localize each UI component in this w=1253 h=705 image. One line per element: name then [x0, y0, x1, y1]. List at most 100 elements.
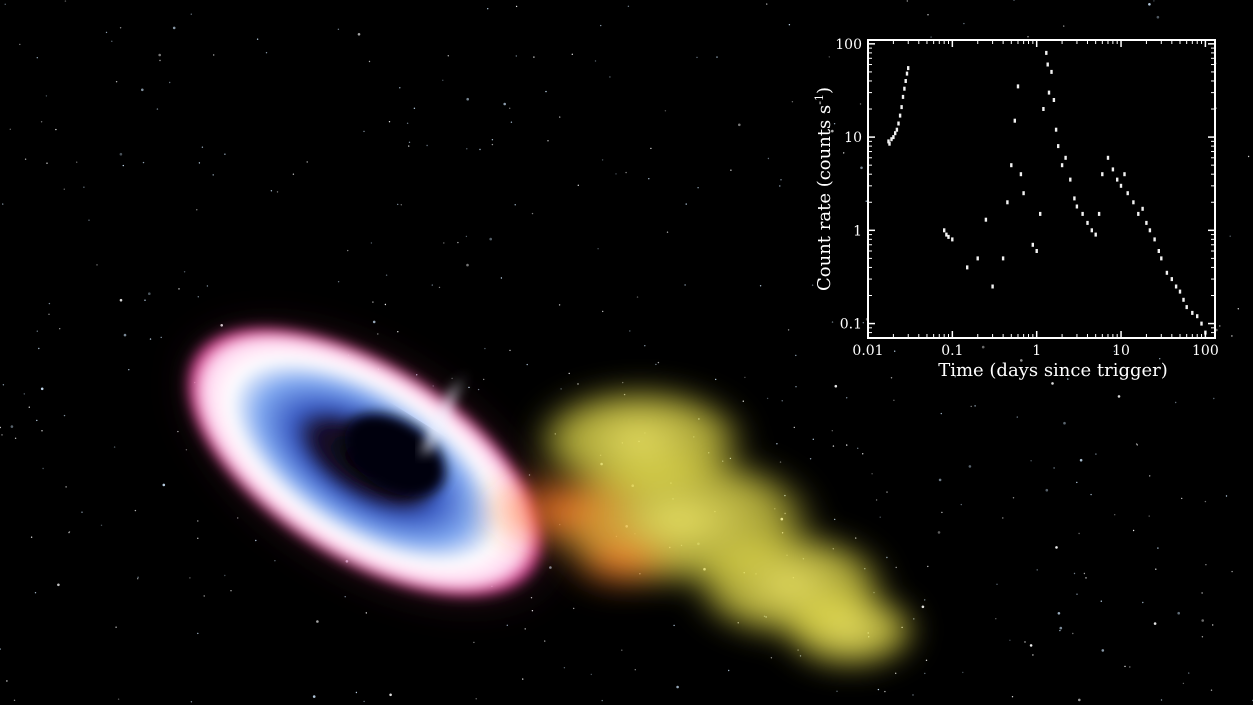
star	[1142, 601, 1144, 604]
star	[823, 112, 825, 114]
star	[766, 3, 768, 5]
data-point	[1081, 211, 1084, 216]
star	[834, 518, 836, 521]
star	[522, 678, 524, 680]
star	[137, 576, 139, 578]
data-point	[1019, 172, 1023, 177]
star	[506, 624, 508, 626]
star	[1188, 672, 1190, 674]
star	[629, 330, 631, 332]
data-point	[1050, 69, 1053, 74]
star	[664, 110, 667, 112]
star	[644, 345, 646, 347]
star	[1013, 0, 1015, 1]
star	[34, 592, 37, 594]
star	[274, 560, 276, 562]
star	[148, 292, 151, 296]
star	[270, 190, 273, 192]
star	[568, 372, 570, 375]
star	[212, 174, 214, 176]
data-point	[895, 127, 899, 132]
star	[28, 406, 30, 408]
star	[600, 24, 602, 27]
star	[399, 87, 401, 89]
star	[545, 90, 547, 93]
data-point	[1054, 127, 1058, 132]
data-point	[1137, 211, 1140, 216]
star	[408, 141, 411, 143]
star	[886, 491, 888, 493]
star	[46, 162, 48, 164]
data-point	[1064, 155, 1067, 160]
star	[1229, 235, 1231, 237]
star	[602, 310, 604, 313]
star	[1177, 611, 1180, 615]
star	[237, 517, 239, 519]
star	[119, 152, 123, 156]
star	[1213, 397, 1215, 400]
star	[190, 701, 193, 703]
star	[363, 130, 365, 133]
star	[119, 298, 123, 302]
star	[526, 363, 528, 366]
star	[1124, 665, 1126, 668]
star	[201, 146, 204, 148]
star	[63, 188, 65, 190]
data-point	[951, 237, 954, 242]
star	[1201, 636, 1204, 638]
star	[160, 336, 162, 339]
star	[621, 649, 623, 651]
data-point	[1178, 289, 1182, 294]
data-point	[1200, 321, 1203, 326]
star	[767, 157, 770, 160]
star	[169, 81, 171, 84]
x-axis-title: Time (days since trigger)	[938, 360, 1168, 381]
star	[684, 284, 686, 286]
star	[1083, 572, 1086, 575]
data-point	[907, 66, 910, 71]
star	[57, 583, 60, 587]
star	[634, 669, 636, 671]
data-point	[1111, 167, 1115, 172]
star	[2, 384, 5, 386]
star	[776, 443, 778, 445]
star	[836, 690, 838, 692]
star	[447, 55, 449, 57]
star	[1057, 612, 1061, 615]
data-point	[888, 141, 891, 146]
data-point	[943, 228, 946, 233]
data-point	[1182, 297, 1185, 302]
star	[1053, 467, 1055, 469]
star	[105, 31, 108, 34]
star	[1136, 444, 1139, 446]
star	[968, 465, 972, 468]
star	[831, 321, 834, 323]
star	[503, 102, 507, 106]
star	[1155, 568, 1157, 570]
star	[1182, 682, 1185, 685]
star	[1085, 577, 1087, 579]
star	[925, 659, 928, 661]
star	[1076, 481, 1078, 484]
star	[738, 123, 741, 127]
star	[1073, 572, 1076, 575]
star	[715, 378, 717, 381]
star	[347, 249, 349, 252]
star	[438, 286, 441, 289]
star	[559, 116, 561, 118]
star	[408, 145, 410, 147]
star	[890, 377, 893, 379]
star	[14, 437, 17, 439]
star	[879, 516, 881, 518]
star	[363, 700, 365, 703]
star	[533, 56, 535, 58]
data-point	[900, 105, 903, 110]
star	[134, 509, 137, 512]
star	[906, 0, 908, 2]
star	[115, 626, 117, 628]
star	[657, 361, 660, 364]
data-point	[1196, 314, 1199, 319]
star	[655, 363, 657, 366]
star	[1175, 401, 1177, 404]
star	[577, 184, 579, 186]
